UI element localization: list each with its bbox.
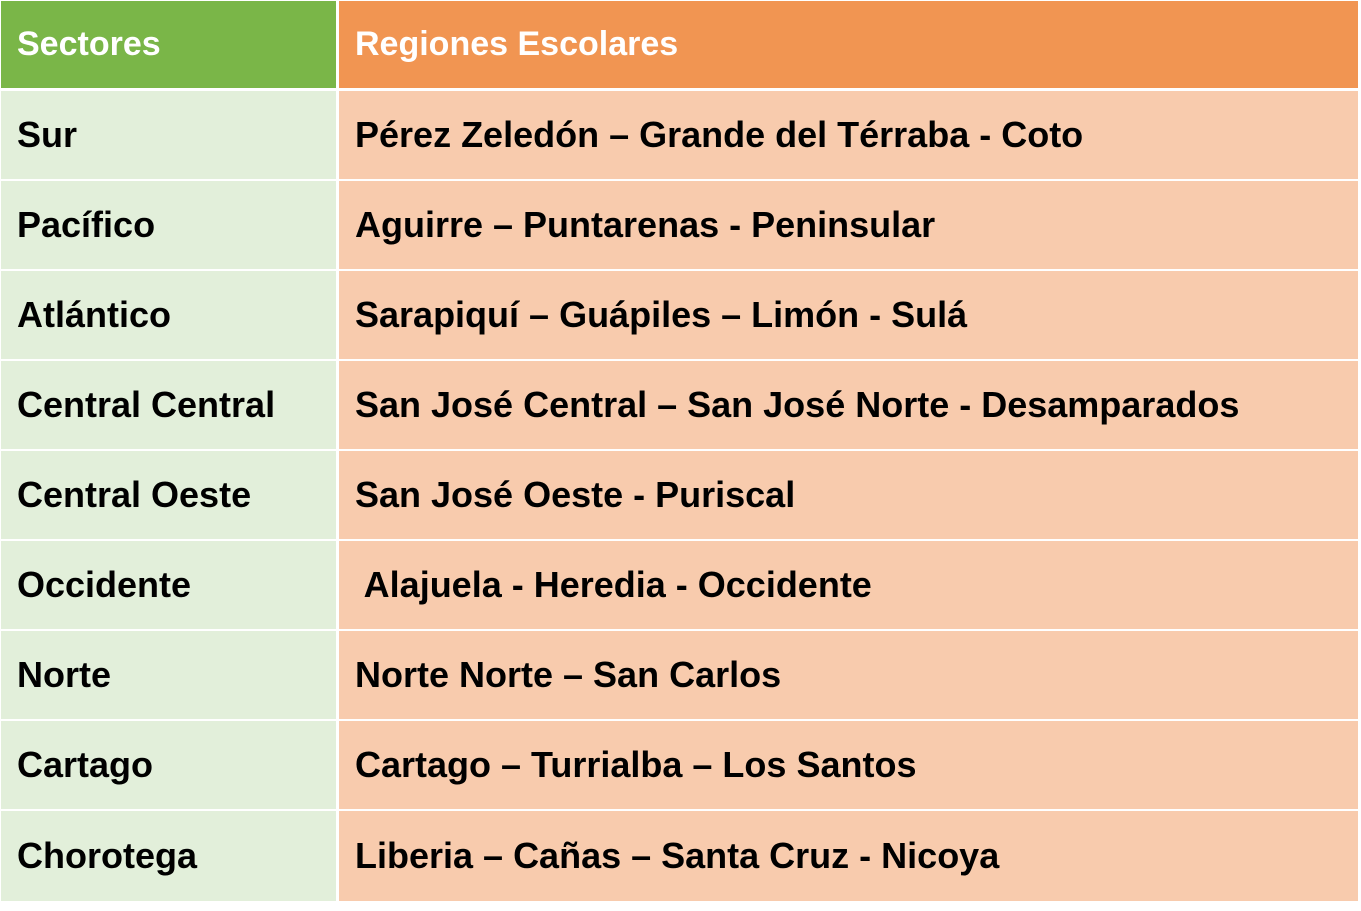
table-row: Central Central San José Central – San J… bbox=[1, 361, 1358, 451]
header-regiones-escolares: Regiones Escolares bbox=[339, 1, 1358, 88]
sector-cell: Cartago bbox=[1, 721, 339, 809]
regiones-cell: Alajuela - Heredia - Occidente bbox=[339, 541, 1358, 629]
sector-cell: Chorotega bbox=[1, 811, 339, 901]
table-row: Sur Pérez Zeledón – Grande del Térraba -… bbox=[1, 91, 1358, 181]
table-header-row: Sectores Regiones Escolares bbox=[1, 1, 1358, 91]
table-row: Chorotega Liberia – Cañas – Santa Cruz -… bbox=[1, 811, 1358, 901]
regiones-cell: Sarapiquí – Guápiles – Limón - Sulá bbox=[339, 271, 1358, 359]
regiones-cell: San José Central – San José Norte - Desa… bbox=[339, 361, 1358, 449]
regiones-cell: Pérez Zeledón – Grande del Térraba - Cot… bbox=[339, 91, 1358, 179]
header-sectores: Sectores bbox=[1, 1, 339, 88]
table-row: Atlántico Sarapiquí – Guápiles – Limón -… bbox=[1, 271, 1358, 361]
regiones-cell: Norte Norte – San Carlos bbox=[339, 631, 1358, 719]
table-row: Norte Norte Norte – San Carlos bbox=[1, 631, 1358, 721]
sector-cell: Central Oeste bbox=[1, 451, 339, 539]
sector-cell: Atlántico bbox=[1, 271, 339, 359]
sector-cell: Norte bbox=[1, 631, 339, 719]
regiones-cell: Cartago – Turrialba – Los Santos bbox=[339, 721, 1358, 809]
sector-cell: Pacífico bbox=[1, 181, 339, 269]
sector-cell: Occidente bbox=[1, 541, 339, 629]
regiones-cell: Liberia – Cañas – Santa Cruz - Nicoya bbox=[339, 811, 1358, 901]
table-row: Cartago Cartago – Turrialba – Los Santos bbox=[1, 721, 1358, 811]
table-row: Central Oeste San José Oeste - Puriscal bbox=[1, 451, 1358, 541]
table-row: Pacífico Aguirre – Puntarenas - Peninsul… bbox=[1, 181, 1358, 271]
sector-cell: Central Central bbox=[1, 361, 339, 449]
regiones-cell: Aguirre – Puntarenas - Peninsular bbox=[339, 181, 1358, 269]
table-row: Occidente Alajuela - Heredia - Occidente bbox=[1, 541, 1358, 631]
sector-cell: Sur bbox=[1, 91, 339, 179]
regiones-cell: San José Oeste - Puriscal bbox=[339, 451, 1358, 539]
